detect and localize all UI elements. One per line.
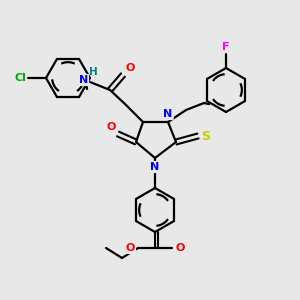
Text: O: O — [125, 63, 134, 73]
Text: O: O — [106, 122, 116, 132]
Text: O: O — [126, 243, 135, 253]
Text: O: O — [175, 243, 184, 253]
Text: S: S — [201, 130, 210, 142]
Text: Cl: Cl — [14, 73, 26, 83]
Text: H: H — [88, 67, 98, 77]
Text: N: N — [150, 162, 160, 172]
Text: N: N — [79, 75, 88, 85]
Text: F: F — [222, 42, 230, 52]
Text: N: N — [164, 109, 172, 119]
